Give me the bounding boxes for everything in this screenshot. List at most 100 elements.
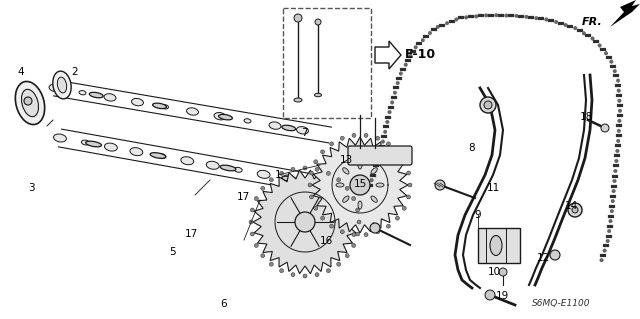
Bar bbox=[390, 96, 397, 99]
Circle shape bbox=[445, 21, 449, 25]
Circle shape bbox=[280, 269, 284, 273]
Ellipse shape bbox=[53, 71, 71, 99]
Polygon shape bbox=[375, 41, 401, 69]
Circle shape bbox=[387, 224, 390, 228]
Ellipse shape bbox=[296, 127, 308, 134]
Text: 8: 8 bbox=[468, 143, 476, 153]
Bar bbox=[558, 22, 564, 25]
Circle shape bbox=[604, 51, 608, 55]
Bar bbox=[614, 74, 620, 77]
Polygon shape bbox=[253, 170, 357, 274]
Circle shape bbox=[612, 179, 616, 183]
Circle shape bbox=[408, 183, 412, 187]
Bar bbox=[568, 25, 573, 28]
Bar bbox=[508, 14, 515, 17]
Circle shape bbox=[454, 18, 458, 21]
Circle shape bbox=[376, 136, 380, 140]
Polygon shape bbox=[610, 0, 640, 27]
Circle shape bbox=[345, 254, 349, 258]
Text: 9: 9 bbox=[475, 210, 481, 220]
Bar bbox=[478, 228, 520, 263]
Circle shape bbox=[617, 129, 621, 133]
Circle shape bbox=[314, 160, 317, 164]
Ellipse shape bbox=[342, 196, 349, 202]
Circle shape bbox=[356, 232, 360, 236]
Ellipse shape bbox=[314, 93, 321, 97]
Circle shape bbox=[250, 232, 254, 236]
Bar bbox=[400, 68, 406, 70]
Bar bbox=[611, 185, 617, 188]
Bar bbox=[449, 20, 455, 23]
Ellipse shape bbox=[161, 105, 168, 109]
Bar bbox=[600, 254, 606, 257]
Ellipse shape bbox=[130, 148, 143, 156]
Circle shape bbox=[351, 197, 356, 201]
Bar bbox=[610, 195, 616, 197]
Text: 10: 10 bbox=[488, 267, 500, 277]
Bar bbox=[585, 34, 591, 37]
Circle shape bbox=[618, 109, 621, 113]
Ellipse shape bbox=[58, 77, 67, 93]
Bar bbox=[518, 15, 524, 18]
Circle shape bbox=[315, 19, 321, 25]
Text: 19: 19 bbox=[495, 291, 509, 301]
Circle shape bbox=[345, 186, 349, 190]
Ellipse shape bbox=[49, 84, 61, 92]
Circle shape bbox=[609, 219, 612, 223]
Bar bbox=[615, 145, 621, 147]
Bar bbox=[388, 106, 394, 109]
Circle shape bbox=[591, 37, 595, 40]
Circle shape bbox=[308, 183, 312, 187]
Circle shape bbox=[326, 269, 330, 273]
Circle shape bbox=[474, 15, 478, 18]
Ellipse shape bbox=[283, 175, 296, 183]
Bar bbox=[616, 94, 622, 97]
Ellipse shape bbox=[376, 183, 384, 187]
Text: 13: 13 bbox=[339, 155, 353, 165]
Text: 17: 17 bbox=[236, 192, 250, 202]
Circle shape bbox=[600, 258, 604, 262]
Circle shape bbox=[515, 14, 518, 18]
Circle shape bbox=[381, 140, 385, 144]
Circle shape bbox=[616, 149, 620, 153]
Polygon shape bbox=[312, 137, 408, 233]
Circle shape bbox=[582, 32, 586, 35]
Circle shape bbox=[330, 142, 333, 146]
Circle shape bbox=[465, 16, 468, 19]
Circle shape bbox=[601, 124, 609, 132]
Circle shape bbox=[291, 167, 295, 171]
Bar bbox=[383, 125, 389, 128]
Ellipse shape bbox=[257, 170, 270, 178]
Bar bbox=[613, 165, 619, 167]
Bar bbox=[616, 124, 622, 127]
Ellipse shape bbox=[104, 143, 117, 151]
Text: 12: 12 bbox=[536, 253, 550, 263]
Circle shape bbox=[352, 133, 356, 137]
Bar bbox=[617, 104, 623, 107]
Ellipse shape bbox=[234, 167, 242, 172]
Circle shape bbox=[406, 171, 410, 175]
Circle shape bbox=[294, 14, 302, 22]
Ellipse shape bbox=[220, 165, 236, 171]
Text: 18: 18 bbox=[579, 112, 593, 122]
Ellipse shape bbox=[158, 154, 166, 159]
Circle shape bbox=[534, 16, 538, 20]
Ellipse shape bbox=[371, 196, 378, 202]
Ellipse shape bbox=[219, 115, 232, 120]
Circle shape bbox=[383, 130, 387, 134]
Circle shape bbox=[250, 208, 254, 212]
Circle shape bbox=[435, 180, 445, 190]
Text: 1: 1 bbox=[275, 170, 282, 180]
Text: 7: 7 bbox=[301, 128, 307, 138]
Bar bbox=[396, 77, 402, 80]
Circle shape bbox=[330, 224, 333, 228]
Bar bbox=[488, 13, 494, 17]
Circle shape bbox=[321, 150, 324, 154]
Text: FR.: FR. bbox=[582, 17, 603, 27]
Ellipse shape bbox=[15, 81, 45, 124]
Bar bbox=[381, 135, 387, 138]
Bar bbox=[608, 215, 614, 218]
Circle shape bbox=[399, 72, 403, 75]
Text: 11: 11 bbox=[486, 183, 500, 193]
Circle shape bbox=[406, 195, 410, 199]
